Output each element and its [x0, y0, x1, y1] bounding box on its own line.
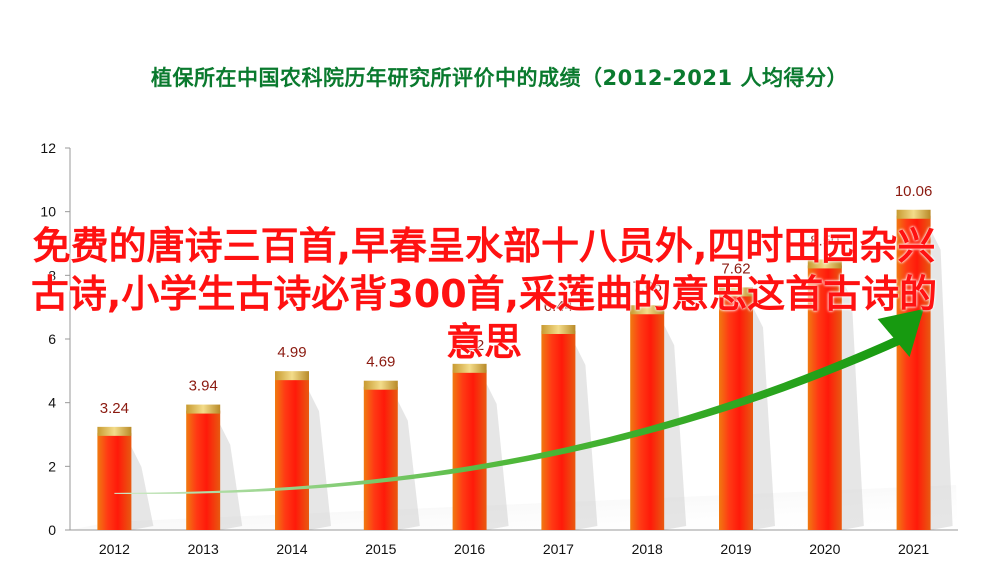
data-label: 7.06 — [633, 278, 662, 295]
bar — [630, 311, 665, 530]
trend-arrow-body — [114, 334, 902, 494]
data-label: 6.44 — [544, 298, 573, 315]
data-label: 4.69 — [366, 354, 395, 371]
y-tick-label: 10 — [40, 204, 56, 220]
bar-cap — [275, 371, 309, 381]
bar-shadow — [309, 391, 331, 530]
bar-shadow — [575, 344, 598, 530]
bar — [896, 215, 931, 531]
bar-shadow — [486, 383, 509, 530]
bar-shadow — [753, 307, 775, 530]
bar-cap — [186, 404, 221, 414]
x-tick-label: 2021 — [898, 541, 929, 557]
data-label: 8.50 — [810, 232, 839, 249]
data-label: 4.99 — [277, 344, 306, 361]
data-label: 5.22 — [455, 337, 484, 354]
y-tick-label: 4 — [48, 395, 56, 411]
bar-shadow — [131, 446, 154, 530]
bar — [275, 377, 309, 530]
x-tick-label: 2020 — [809, 541, 840, 557]
bar-shadow — [664, 325, 687, 530]
bar-shadow — [397, 400, 420, 530]
data-label: 10.06 — [895, 183, 933, 200]
bar-shadow — [220, 424, 243, 530]
bar-cap — [630, 305, 665, 315]
bar-cap — [719, 287, 753, 297]
x-tick-label: 2016 — [454, 541, 485, 557]
bar — [186, 410, 221, 530]
bar — [363, 386, 398, 530]
trend-arrow — [114, 309, 924, 494]
data-labels: 2012 3.24 2013 3.94 2014 4.99 2015 4.69 2016 5.22… — [99, 183, 933, 557]
chart-title: 植保所在中国农科院历年研究所评价中的成绩（2012-2021 人均得分） — [151, 66, 848, 90]
bar — [719, 293, 753, 530]
y-tick-label: 2 — [48, 458, 56, 474]
y-tick-label: 8 — [48, 267, 56, 283]
x-tick-label: 2014 — [276, 541, 307, 557]
x-tick-label: 2018 — [632, 541, 663, 557]
x-tick-label: 2015 — [365, 541, 396, 557]
bars — [97, 209, 931, 531]
y-tick-label: 12 — [40, 140, 56, 156]
x-tick-label: 2017 — [543, 541, 574, 557]
bar — [541, 330, 576, 530]
y-tick-label: 0 — [48, 522, 56, 538]
bar-cap — [363, 380, 398, 390]
bar-cap — [97, 426, 132, 436]
x-tick-label: 2012 — [99, 541, 130, 557]
bar-cap — [541, 324, 576, 334]
bar — [452, 369, 487, 530]
bar-cap — [896, 209, 931, 219]
data-label: 3.94 — [189, 378, 218, 395]
bar-shadow — [930, 229, 953, 531]
trend-arrow-head — [877, 309, 924, 357]
bar — [97, 432, 132, 530]
bar-shadow — [841, 279, 864, 530]
y-tick-label: 6 — [48, 331, 56, 347]
bar-cap — [807, 259, 842, 269]
data-label: 3.24 — [100, 400, 129, 417]
bar-cap — [452, 363, 487, 373]
data-label: 7.62 — [721, 260, 750, 277]
bar — [807, 265, 842, 530]
x-tick-label: 2013 — [188, 541, 219, 557]
x-tick-label: 2019 — [720, 541, 751, 557]
